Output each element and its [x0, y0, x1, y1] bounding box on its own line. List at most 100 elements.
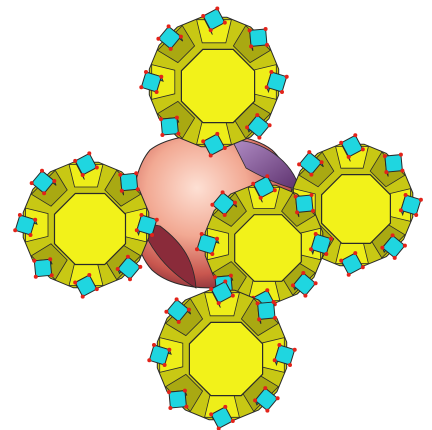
vertex-node [115, 267, 120, 271]
vertex-node [208, 28, 213, 33]
vertex-node [52, 179, 57, 183]
vertex-node [222, 20, 227, 25]
vertex-node [216, 426, 221, 430]
vertex-node [390, 233, 395, 238]
vertex-node [339, 258, 344, 263]
vertex-node [271, 300, 276, 304]
vertex-node [269, 70, 274, 74]
vertex-node [94, 287, 99, 292]
vertex-node [319, 160, 324, 165]
vertex-node [398, 152, 403, 157]
vertex-node [273, 315, 277, 320]
cage-side-face [30, 169, 68, 207]
vertex-node [307, 150, 312, 155]
vertex-node [313, 281, 318, 286]
vertex-node [228, 273, 233, 278]
vertex-node [264, 85, 269, 90]
vertex-node [128, 277, 132, 282]
vertex-node [164, 309, 169, 314]
vertex-node [150, 233, 155, 237]
vertex-node [13, 228, 18, 233]
vertex-node [215, 131, 220, 136]
vertex-node [284, 74, 289, 79]
vertex-node [233, 200, 237, 205]
vertex-node [265, 408, 270, 413]
vertex-node [360, 147, 365, 152]
vertex-node [40, 168, 44, 173]
cage-center [195, 174, 333, 314]
vertex-node [184, 404, 189, 409]
cage-side-face [204, 292, 240, 317]
vertex-node [222, 146, 227, 150]
cage-side-face [156, 24, 196, 64]
vertex-node [182, 388, 187, 393]
vertex-node [230, 419, 235, 423]
cube-top-face [249, 28, 268, 47]
vertex-node [223, 404, 228, 409]
vertex-node [213, 275, 217, 280]
vertex-node [311, 208, 315, 213]
vertex-node [154, 90, 159, 94]
vertex-node [263, 27, 268, 31]
vertex-node [168, 46, 173, 51]
vertex-node [176, 319, 181, 324]
vertex-node [255, 113, 260, 118]
cage-side-face [298, 151, 335, 188]
vertex-node [174, 115, 179, 120]
vertex-node [176, 131, 181, 136]
cage-layer [13, 6, 423, 430]
vertex-node [201, 139, 206, 144]
vertex-node [265, 288, 270, 293]
vertex-node [87, 151, 92, 156]
cube-top-face [119, 172, 139, 192]
cage-side-face [335, 146, 369, 169]
vertex-node [216, 301, 221, 306]
vertex-node [32, 258, 37, 263]
vertex-node [263, 386, 268, 391]
cage-octagon-face [180, 48, 256, 124]
cube-top-face [257, 301, 276, 320]
vertex-node [134, 228, 139, 233]
vertex-node [118, 172, 123, 177]
vertex-node [402, 243, 407, 248]
vertex-node [258, 195, 263, 200]
vertex-node [215, 6, 220, 11]
vertex-node [267, 123, 272, 128]
vertex-node [174, 297, 179, 302]
vertex-node [301, 271, 306, 275]
vertex-node [223, 279, 228, 284]
vertex-node [209, 412, 214, 417]
vertex-node [73, 280, 78, 285]
vertex-node [73, 158, 78, 163]
vertex-node [201, 14, 206, 18]
vertex-node [152, 343, 156, 347]
vertex-node [208, 153, 213, 158]
vertex-node [245, 125, 250, 130]
vertex-node [119, 188, 124, 193]
vertex-node [329, 236, 333, 241]
vertex-node [134, 171, 139, 176]
vertex-node [230, 293, 235, 298]
vertex-node [249, 44, 254, 49]
vertex-node [291, 283, 295, 288]
vertex-node [80, 294, 85, 299]
vertex-node [80, 173, 85, 177]
vertex-node [166, 24, 171, 29]
vertex-node [414, 213, 419, 217]
cage-left [13, 151, 159, 299]
vertex-node [380, 245, 385, 250]
vertex-node [222, 213, 227, 217]
vertex-node [265, 42, 269, 47]
vertex-node [220, 190, 225, 195]
vertex-node [398, 208, 403, 213]
vertex-node [139, 85, 144, 90]
vertex-node [199, 232, 204, 236]
cube-top-face [384, 154, 403, 173]
cage-octagon-face [53, 192, 127, 266]
vertex-node [297, 162, 302, 167]
vertex-node [162, 363, 167, 367]
vertex-node [49, 273, 54, 278]
vertex-node [280, 90, 284, 94]
cage-top [139, 6, 289, 158]
